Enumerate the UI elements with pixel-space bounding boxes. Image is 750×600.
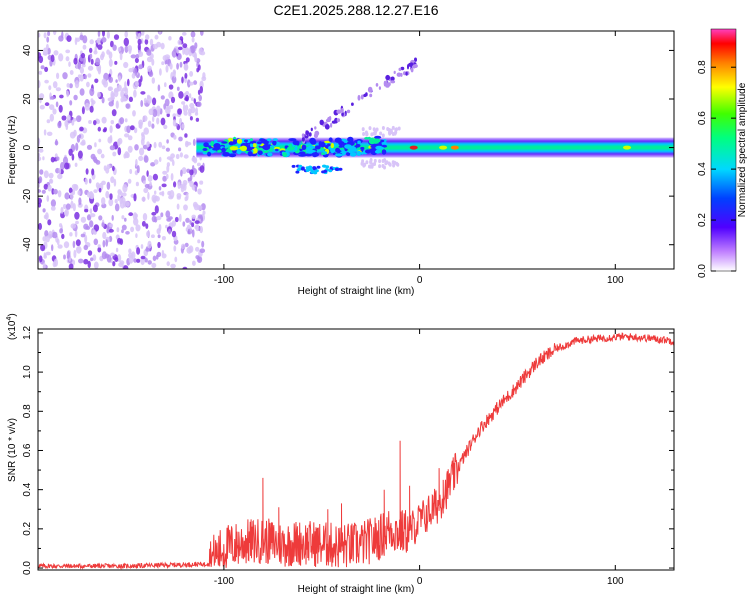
band-hotspot xyxy=(409,145,418,150)
colorbar: 0.0 0.2 0.4 0.6 0.8 Normalized spectral ampl… xyxy=(697,28,748,278)
band-hotspot xyxy=(439,145,448,150)
snr-series-line xyxy=(38,332,674,570)
snr-xtick-label: 0 xyxy=(417,576,423,587)
snr-ytick-label: 0.6 xyxy=(22,443,33,457)
colorbar-tick-label: 0.2 xyxy=(697,213,708,227)
snr-multiplier: (x104) xyxy=(6,313,18,340)
colorbar-gradient xyxy=(711,29,736,271)
snr-ytick-label: 0.2 xyxy=(22,521,33,535)
snr-ytick-label: 0.8 xyxy=(22,404,33,418)
spectrogram-ytick-label: -40 xyxy=(22,237,33,252)
spectrogram-xtick-label: -100 xyxy=(214,275,234,286)
spectrogram-axes: -100 0 100 -40 -20 0 20 40 xyxy=(22,31,674,286)
band-hotspot xyxy=(450,145,459,150)
spectrogram-ytick-label: 20 xyxy=(22,93,33,105)
band-hotspot xyxy=(623,145,632,150)
snr-xlabel: Height of straight line (km) xyxy=(298,584,415,595)
spectrogram-ytick-label: 0 xyxy=(22,144,33,150)
spectrogram-panel: -100 0 100 -40 -20 0 20 40 Height of straight l… xyxy=(7,30,675,297)
snr-ytick-label: 1.2 xyxy=(22,326,33,340)
snr-frame xyxy=(37,328,675,571)
spectrogram-xtick-label: 100 xyxy=(607,275,624,286)
spectrogram-ytick-label: 40 xyxy=(22,44,33,56)
snr-xtick-label: 100 xyxy=(607,576,624,587)
spectrogram-data xyxy=(38,31,674,269)
noise-speckle xyxy=(38,31,207,269)
spectrogram-ylabel: Frequency (Hz) xyxy=(7,116,18,185)
spectrogram-ytick-label: -20 xyxy=(22,188,33,203)
colorbar-label: Normalized spectral amplitude xyxy=(737,82,748,217)
snr-axes: -100 0 100 0.0 0.2 0.4 0.6 0.8 1.0 1.2 xyxy=(22,326,674,587)
snr-ytick-label: 0.4 xyxy=(22,482,33,496)
spectrogram-xlabel: Height of straight line (km) xyxy=(298,286,415,297)
snr-panel: -100 0 100 0.0 0.2 0.4 0.6 0.8 1.0 1.2 Height of … xyxy=(6,313,675,595)
chart-title: C2E1.2025.288.12.27.E16 xyxy=(273,2,438,18)
colorbar-tick-label: 0.8 xyxy=(697,60,708,74)
snr-ylabel: SNR (10 * v/v) xyxy=(7,418,18,482)
colorbar-tick-label: 0.0 xyxy=(697,264,708,278)
colorbar-tick-label: 0.4 xyxy=(697,162,708,176)
colorbar-frame xyxy=(710,28,737,272)
colorbar-tick-label: 0.6 xyxy=(697,111,708,125)
colorbar-axes: 0.0 0.2 0.4 0.6 0.8 xyxy=(697,28,737,278)
snr-ytick-label: 0.0 xyxy=(22,561,33,575)
spectrogram-frame xyxy=(37,30,675,270)
turbulent-segment xyxy=(202,57,418,175)
snr-ytick-label: 1.0 xyxy=(22,365,33,379)
spectrogram-xtick-label: 0 xyxy=(417,275,423,286)
snr-xtick-label: -100 xyxy=(214,576,234,587)
